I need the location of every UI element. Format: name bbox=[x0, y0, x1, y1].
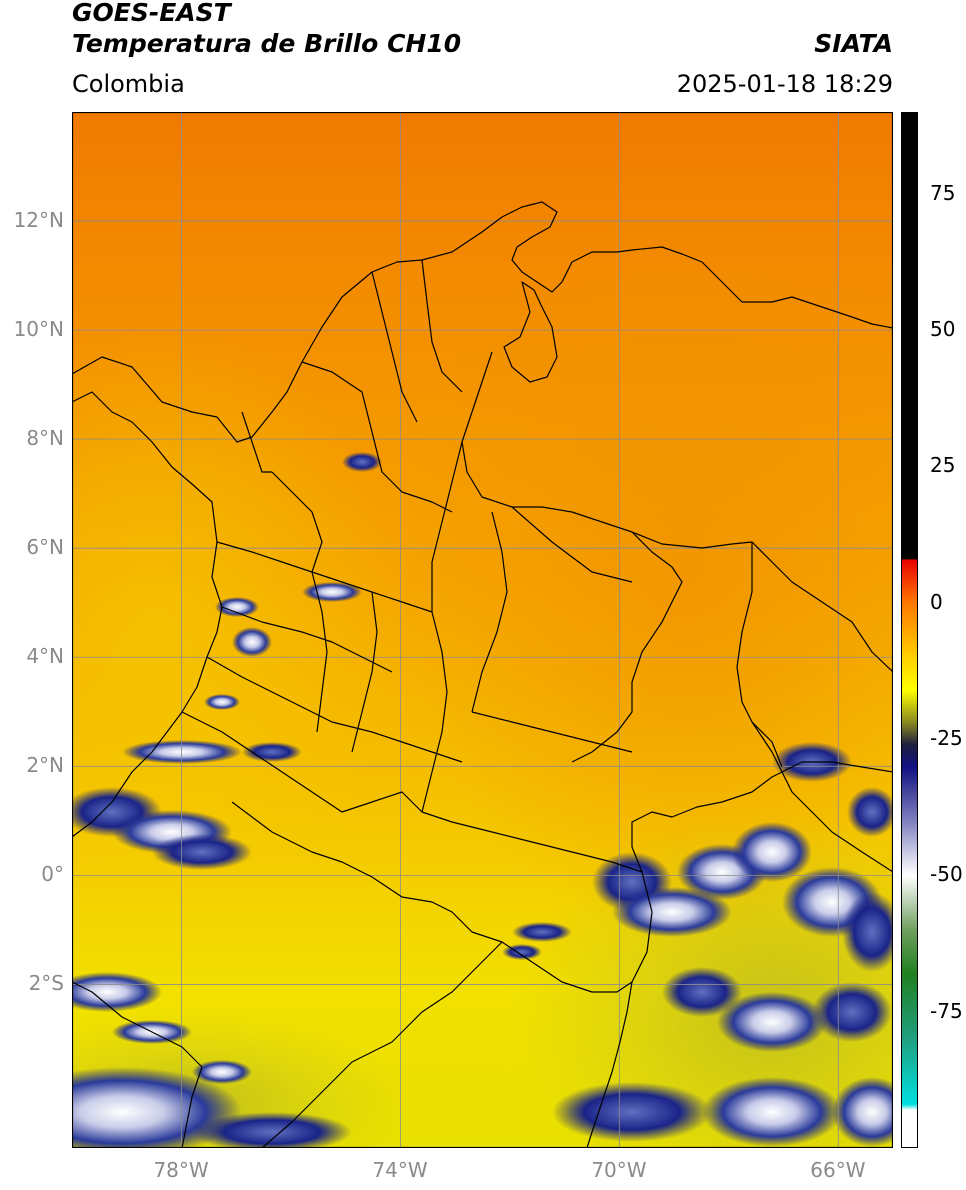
cloud-patch bbox=[552, 1082, 712, 1142]
cloud-patch bbox=[215, 597, 259, 617]
cloud-patch bbox=[832, 1077, 893, 1147]
colorbar bbox=[901, 112, 918, 1148]
lon-tick-label: 70°W bbox=[591, 1158, 647, 1182]
cloud-patch bbox=[847, 787, 893, 837]
source-label: SIATA bbox=[814, 29, 893, 58]
cloud-patch bbox=[812, 982, 892, 1042]
lat-tick-label: 6°N bbox=[26, 535, 64, 560]
lat-tick-label: 2°N bbox=[26, 753, 64, 778]
lon-tick-label: 74°W bbox=[372, 1158, 428, 1182]
cloud-patch bbox=[717, 992, 827, 1052]
lat-tick-label: 2°S bbox=[28, 971, 64, 996]
cloud-patch bbox=[72, 972, 162, 1012]
lat-tick-label: 12°N bbox=[13, 208, 64, 233]
cloud-patch bbox=[242, 742, 302, 762]
datetime-label: 2025-01-18 18:29 bbox=[676, 70, 893, 98]
cloud-patch bbox=[192, 1060, 252, 1084]
cloud-patch bbox=[192, 1112, 352, 1148]
colorbar-tick-label: 75 bbox=[930, 180, 956, 205]
colorbar-tick-label: 25 bbox=[930, 453, 956, 478]
cloud-patch bbox=[152, 834, 252, 870]
cloud-patch bbox=[232, 627, 272, 657]
lat-tick-label: 4°N bbox=[26, 644, 64, 669]
title-product: Temperatura de Brillo CH10 bbox=[72, 29, 462, 58]
title-satellite: GOES-EAST bbox=[72, 0, 231, 27]
cloud-patch bbox=[342, 452, 382, 472]
lat-tick-label: 8°N bbox=[26, 426, 64, 451]
lon-tick-label: 66°W bbox=[810, 1158, 866, 1182]
cloud-patch bbox=[732, 822, 812, 882]
cloud-patch bbox=[204, 694, 240, 710]
brightness-temperature-map bbox=[72, 112, 893, 1148]
colorbar-tick-label: -25 bbox=[930, 726, 963, 751]
cloud-patch bbox=[662, 967, 742, 1017]
colorbar-tick-label: -75 bbox=[930, 998, 963, 1023]
cloud-patch bbox=[302, 582, 362, 602]
cloud-patch bbox=[702, 1077, 842, 1147]
lat-tick-label: 10°N bbox=[13, 317, 64, 342]
cloud-patch bbox=[512, 922, 572, 942]
lon-tick-label: 78°W bbox=[153, 1158, 209, 1182]
cloud-patch bbox=[122, 740, 242, 764]
lat-tick-label: 0° bbox=[41, 862, 64, 887]
colorbar-tick-label: 0 bbox=[930, 589, 943, 614]
colorbar-tick-label: -50 bbox=[930, 862, 963, 887]
colorbar-tick-label: 50 bbox=[930, 317, 956, 342]
cloud-patch bbox=[842, 892, 893, 972]
region-label: Colombia bbox=[72, 70, 185, 98]
cloud-patch bbox=[612, 887, 732, 937]
